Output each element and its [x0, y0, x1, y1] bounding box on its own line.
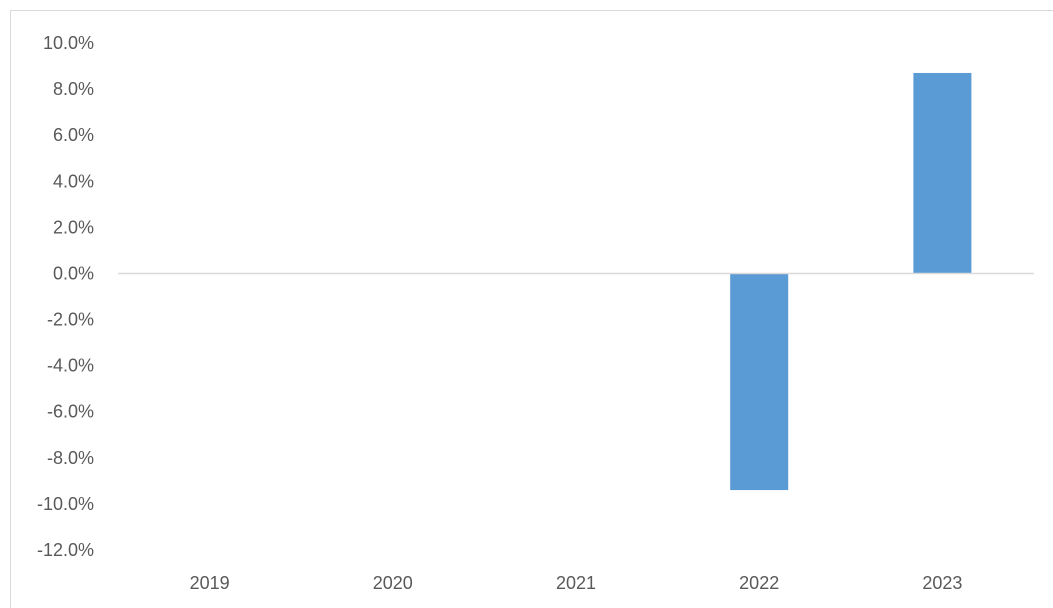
chart-area	[10, 10, 1053, 608]
y-tick-label: 10.0%	[43, 33, 94, 53]
x-tick-label: 2019	[190, 573, 230, 593]
y-tick-label: -2.0%	[47, 310, 94, 330]
y-tick-label: 4.0%	[53, 171, 94, 191]
y-tick-label: 8.0%	[53, 79, 94, 99]
y-tick-label: -12.0%	[37, 540, 94, 560]
x-tick-label: 2021	[556, 573, 596, 593]
bar-2022	[730, 273, 789, 491]
y-tick-label: -10.0%	[37, 494, 94, 514]
y-tick-label: -6.0%	[47, 402, 94, 422]
y-tick-label: -4.0%	[47, 356, 94, 376]
x-tick-label: 2023	[922, 573, 962, 593]
x-tick-label: 2020	[373, 573, 413, 593]
y-tick-label: 0.0%	[53, 263, 94, 283]
bar-2023	[913, 72, 972, 274]
y-tick-label: 2.0%	[53, 217, 94, 237]
y-tick-label: -8.0%	[47, 448, 94, 468]
x-tick-label: 2022	[739, 573, 779, 593]
y-tick-label: 6.0%	[53, 125, 94, 145]
